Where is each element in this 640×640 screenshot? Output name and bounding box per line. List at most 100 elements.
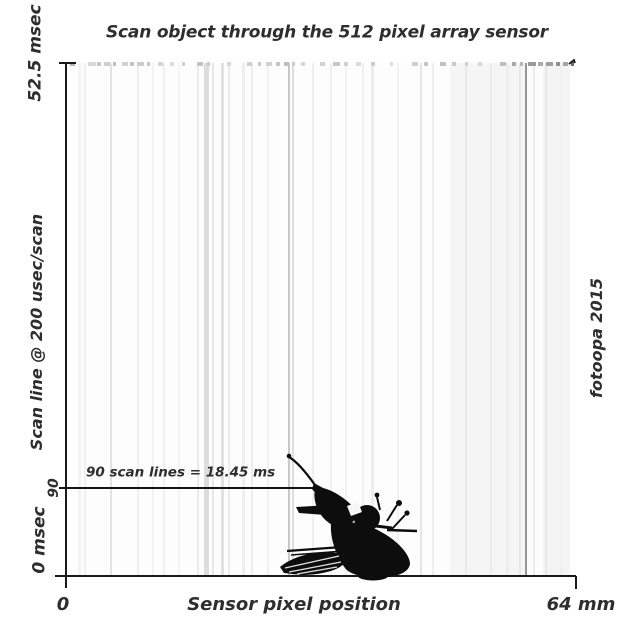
noise-dash bbox=[227, 62, 231, 66]
noise-dash bbox=[266, 62, 272, 66]
sensor-streak bbox=[420, 63, 422, 576]
sensor-streak bbox=[432, 63, 434, 576]
abdomen bbox=[330, 522, 410, 578]
noise-dash bbox=[207, 62, 210, 66]
sensor-streak bbox=[506, 63, 509, 576]
sensor-streak bbox=[163, 63, 165, 576]
noise-dash bbox=[371, 62, 375, 66]
noise-dash bbox=[197, 62, 203, 66]
sensor-streak bbox=[78, 63, 81, 576]
noise-dash bbox=[424, 62, 428, 66]
sensor-streak bbox=[251, 63, 253, 576]
sensor-streak bbox=[519, 63, 521, 576]
wing-blur-upper bbox=[296, 504, 352, 517]
sensor-streak bbox=[212, 63, 214, 576]
sensor-streak bbox=[371, 63, 374, 576]
noise-dash bbox=[130, 62, 134, 66]
y-axis-min-label: 0 msec bbox=[29, 506, 50, 574]
sensor-streak bbox=[543, 63, 570, 576]
noise-dash bbox=[452, 62, 456, 66]
x-axis-min-label: 0 bbox=[56, 594, 70, 615]
leg-tip bbox=[374, 492, 380, 498]
eye-highlight bbox=[347, 502, 362, 516]
noise-dash bbox=[292, 62, 295, 66]
sensor-streak bbox=[450, 63, 525, 576]
sensor-streak bbox=[242, 63, 245, 576]
sensor-streak bbox=[228, 63, 230, 576]
noise-dash bbox=[356, 62, 361, 66]
sensor-streak bbox=[362, 63, 364, 576]
noise-dash bbox=[104, 62, 110, 66]
scanlines-annotation: 90 scan lines = 18.45 ms bbox=[86, 464, 276, 481]
noise-dash bbox=[556, 62, 560, 66]
noise-dash bbox=[147, 62, 150, 66]
noise-dash bbox=[563, 62, 568, 66]
credit-watermark: fotoopa 2015 bbox=[587, 278, 606, 398]
leg-tip bbox=[396, 500, 402, 506]
noise-dash bbox=[276, 62, 280, 66]
sensor-streak bbox=[267, 63, 269, 576]
lower-wing-stripes bbox=[284, 555, 342, 575]
sensor-streak bbox=[178, 63, 180, 576]
x-axis-max-label: 64 mm bbox=[546, 594, 616, 615]
sensor-streak bbox=[465, 63, 467, 576]
sensor-streak bbox=[345, 63, 347, 576]
noise-dash bbox=[301, 62, 305, 66]
sensor-streak bbox=[397, 63, 399, 576]
noise-dash bbox=[113, 62, 116, 66]
noise-dash bbox=[122, 62, 128, 66]
noise-dash bbox=[284, 62, 289, 66]
noise-dash bbox=[247, 62, 252, 66]
noise-dash bbox=[158, 62, 163, 66]
sensor-streak bbox=[330, 63, 332, 576]
sensor-streak bbox=[560, 63, 562, 576]
noise-dash bbox=[512, 62, 516, 66]
noise-dash bbox=[520, 62, 523, 66]
noise-dash bbox=[137, 62, 144, 66]
noise-dash bbox=[97, 62, 101, 66]
leg-tip bbox=[404, 510, 410, 516]
sensor-streak bbox=[137, 63, 139, 576]
x-axis-title: Sensor pixel position bbox=[187, 594, 401, 615]
y-axis-90-label: 90 bbox=[46, 478, 62, 498]
noise-dash bbox=[440, 62, 446, 66]
plot-corner-mark bbox=[568, 58, 576, 65]
noise-dash bbox=[538, 62, 543, 66]
axes bbox=[55, 58, 577, 589]
sensor-streak bbox=[490, 63, 492, 576]
sensor-streak bbox=[525, 63, 527, 576]
noise-dash bbox=[333, 62, 340, 66]
noise-dash bbox=[528, 62, 536, 66]
sensor-streak bbox=[533, 63, 535, 576]
sensor-streak bbox=[152, 63, 154, 576]
sensor-streak bbox=[312, 63, 314, 576]
sensor-streak bbox=[84, 63, 86, 576]
antenna bbox=[288, 456, 316, 486]
legs bbox=[358, 496, 418, 533]
noise-dash bbox=[546, 62, 553, 66]
noise-dash bbox=[258, 62, 261, 66]
y-axis-max-label: 52.5 msec bbox=[25, 4, 46, 102]
noise-dash bbox=[320, 62, 325, 66]
noise-dash bbox=[478, 62, 482, 66]
noise-dash bbox=[500, 62, 506, 66]
sensor-streak bbox=[292, 63, 294, 576]
sensor-streak bbox=[110, 63, 112, 576]
noise-dash bbox=[412, 62, 418, 66]
sensor-streak bbox=[197, 63, 199, 576]
noise-dash bbox=[170, 62, 174, 66]
y-axis-title: Scan line @ 200 usec/scan bbox=[27, 213, 46, 451]
insect-silhouette bbox=[280, 453, 418, 581]
noise-dash bbox=[182, 62, 185, 66]
noise-dash bbox=[465, 62, 468, 66]
sensor-streak bbox=[288, 63, 290, 576]
noise-dash bbox=[88, 62, 96, 66]
noise-dash bbox=[571, 62, 574, 66]
chart-title: Scan object through the 512 pixel array … bbox=[106, 22, 548, 43]
body-shadow bbox=[358, 571, 388, 581]
noise-dash bbox=[344, 62, 348, 66]
